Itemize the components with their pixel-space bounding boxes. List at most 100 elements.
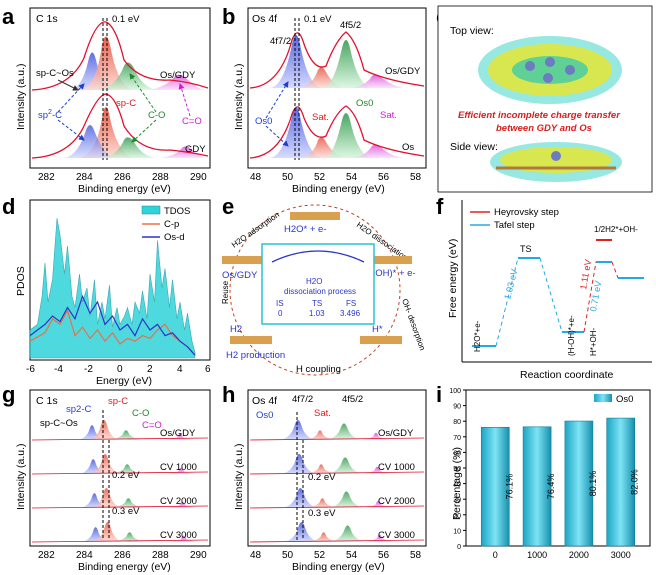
e-inset-label-ts: TS (312, 299, 322, 308)
i-bar-label-0: 76.1% (504, 474, 514, 500)
i-category-0: 0 (493, 550, 498, 560)
e-structure-bottom-left (230, 336, 272, 344)
e-h-oh: (H-OH)* + e- (362, 268, 416, 279)
h-xtick-2: 52 (314, 550, 326, 561)
panel-a-title: C 1s (36, 13, 58, 25)
c-top-atom-1 (525, 61, 535, 71)
g-traces-trace1-peak1 (89, 454, 122, 474)
c-top-structure (478, 36, 622, 104)
h-label-p52: 4f5/2 (342, 394, 363, 405)
b-bottom-sat1-peak (302, 137, 346, 158)
b-arrow-os0-up (265, 81, 289, 119)
panel-c: Top view: Efficient incomplete charge tr… (437, 5, 653, 193)
i-ytick-8: 80 (453, 419, 461, 426)
b-label-os0: Os0 (255, 116, 272, 127)
i-ytick-7: 70 (453, 435, 461, 442)
b-peak-4f72: 4f7/2 (270, 36, 291, 47)
h-traces-baseline-3 (249, 539, 425, 543)
i-bar-label-2000: 80.1% (588, 471, 598, 497)
panel-a-frame (29, 7, 211, 169)
g-label-sp: sp-C (108, 396, 128, 407)
a-label-sp-c: sp-C (116, 98, 136, 109)
g-label-co: C-O (132, 408, 149, 419)
h-traces-trace-label-2: CV 2000 (378, 496, 415, 507)
a-top-envelope (31, 21, 209, 91)
g-traces-trace1-peak2 (111, 464, 144, 474)
b-top-4f72-peak (270, 35, 322, 88)
e-inset-value-ts: 1.03 (309, 309, 325, 318)
panel-g: C 1s Os/GDY CV 1000 CV 2000 CV 3000 sp-C~Os… (15, 389, 211, 573)
i-ytick-3: 30 (453, 497, 461, 504)
g-traces-baseline-3 (31, 539, 209, 543)
i-legend-swatch (594, 394, 612, 402)
b-top-sat2-peak (350, 74, 404, 88)
b-xtick-5: 58 (410, 172, 422, 183)
panel-letter-e: e (222, 194, 234, 219)
a-arrow-co-down (131, 119, 157, 143)
b-bottom-4f52-peak (324, 113, 372, 158)
i-legend-label: Os0 (616, 394, 633, 405)
d-xtick-3: 0 (117, 364, 123, 375)
i-bar-label-1000: 76.4% (546, 474, 556, 500)
a-label-sp2-c: sp2-C (38, 109, 62, 121)
a-bottom-sp2-peak (64, 125, 114, 158)
f-barrier-3: 1.11 eV (578, 259, 593, 291)
d-legend-cp: C-p (164, 219, 179, 230)
f-state-4: 1/2H2*+OH- (594, 225, 638, 234)
a-label-c-o: C-O (148, 110, 165, 121)
e-h2-production: H2 production (226, 350, 285, 361)
panel-a: C 1s 0.1 eV Os/GDY GDY sp-C~Os sp2-C sp-… (15, 7, 211, 195)
a-xticks: 282 284 286 288 290 (38, 172, 207, 183)
b-shift-label: 0.1 eV (304, 14, 332, 25)
h-traces-baseline-2 (249, 505, 425, 509)
i-ytick-2: 20 (453, 513, 461, 520)
h-xticks: 48 50 52 54 56 58 (250, 550, 422, 561)
h-traces-trace1-peak0 (281, 454, 318, 474)
b-bottom-sat2-peak (352, 144, 404, 158)
g-shift-2: 0.3 eV (112, 506, 140, 517)
h-traces-baseline-0 (249, 437, 425, 441)
d-xtick-1: -4 (54, 364, 63, 375)
e-structure-top (290, 212, 340, 220)
b-sample-top: Os/GDY (385, 66, 421, 77)
h-ylabel: Intensity (a.u.) (233, 443, 245, 510)
e-inset-title: H2O (306, 277, 322, 286)
i-bar-3000 (606, 417, 636, 547)
g-traces-baseline-1 (31, 471, 209, 475)
b-bottom-4f72-peak (270, 107, 322, 158)
a-arrow-sp2-down (57, 119, 85, 141)
g-traces-trace-label-2: CV 2000 (160, 496, 197, 507)
a-bottom-co-peak (104, 137, 156, 158)
g-label-sp2: sp2-C (66, 404, 91, 415)
e-cycle-path (229, 204, 401, 376)
g-shift-1: 0.2 eV (112, 470, 140, 481)
g-traces-baseline-2 (31, 505, 209, 509)
a-arrow-sp2-up (57, 83, 85, 113)
i-ytick-5: 50 (453, 466, 461, 473)
a-top-co-peak (100, 62, 158, 90)
i-ytick-9: 90 (453, 404, 461, 411)
g-title: C 1s (36, 395, 58, 407)
h-traces-baseline-1 (249, 471, 425, 475)
b-xtick-4: 56 (378, 172, 390, 183)
a-top-sp2-peak (70, 52, 118, 90)
f-legend: Heyrovsky step Tafel step (470, 207, 559, 231)
b-bottom-envelope (249, 105, 425, 159)
h-traces-trace-label-0: Os/GDY (378, 428, 414, 439)
f-barrier-1: 1.03 eV (502, 268, 519, 301)
g-label-sp-c-os: sp-C~Os (40, 418, 78, 429)
e-inset-barrier-curve (271, 250, 365, 263)
e-structure-bottom-right (360, 336, 402, 344)
h-traces-trace0-peak2 (326, 423, 362, 440)
g-traces-trace-label-3: CV 3000 (160, 530, 197, 541)
a-arrow-ceo (178, 83, 191, 117)
d-xtick-6: 6 (205, 364, 211, 375)
panel-letter-d: d (2, 194, 15, 219)
i-category-2000: 2000 (569, 550, 589, 560)
e-inset: H2O dissociation process IS TS FS 0 1.03… (261, 243, 375, 325)
d-legend-osd: Os-d (164, 232, 185, 243)
b-top-4f52-peak (322, 40, 372, 88)
panel-letter-h: h (222, 382, 235, 407)
b-sample-bottom: Os (402, 142, 414, 153)
b-xtick-2: 52 (314, 172, 326, 183)
